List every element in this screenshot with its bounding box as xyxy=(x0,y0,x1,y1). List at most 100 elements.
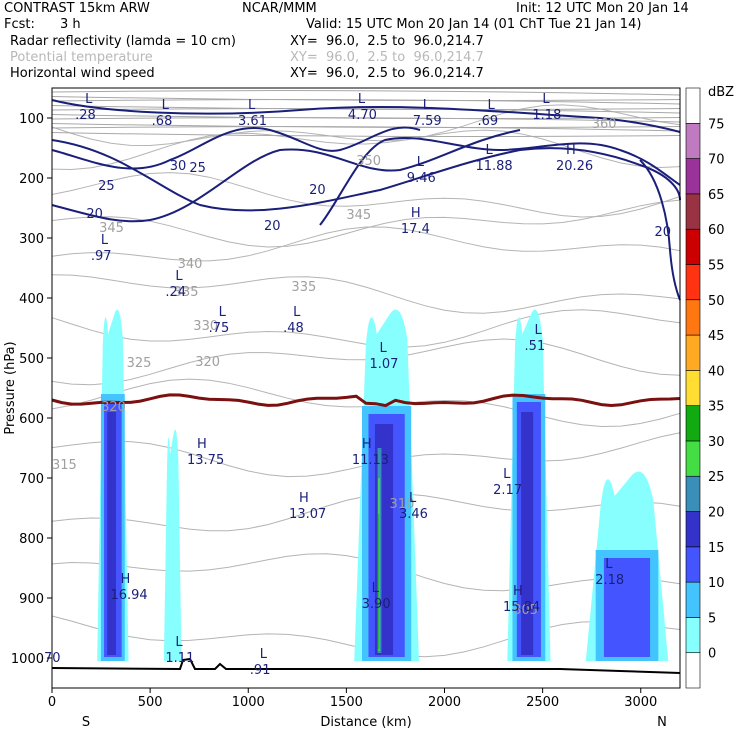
valid-time: Valid: 15 UTC Mon 20 Jan 14 (01 ChT Tue … xyxy=(306,17,642,32)
field-name-theta: Potential temperature xyxy=(10,50,153,65)
theta-contour-label: 335 xyxy=(174,285,199,300)
forecast-value: 3 h xyxy=(60,17,81,32)
colorbar-unit: dBZ xyxy=(708,85,734,100)
theta-line xyxy=(51,99,681,105)
extremum-marker: L xyxy=(162,98,170,113)
extremum-marker: L xyxy=(248,98,256,113)
terrain xyxy=(51,657,681,674)
chart-title: CONTRAST 15km ARW xyxy=(4,1,150,16)
x-end-label-north: N xyxy=(657,715,667,730)
extremum-value: .24 xyxy=(165,285,186,300)
extremum-value: .48 xyxy=(283,321,304,336)
theta-contour-label: 345 xyxy=(99,221,124,236)
extrema-labels: L.28L.68L3.61L4.70L7.59L.69L1.18L9.46L11… xyxy=(40,92,624,678)
wind-contour-label: 20 xyxy=(654,225,671,240)
x-tick-label: 1000 xyxy=(232,695,265,710)
colorbar-label: 35 xyxy=(708,400,725,415)
theta-line xyxy=(51,126,681,132)
theta-contour-label: 335 xyxy=(291,280,316,295)
wind-contour-label: 20 xyxy=(264,219,281,234)
field-xy-reflectivity: XY= 96.0, 2.5 to 96.0,214.7 xyxy=(290,34,484,49)
extremum-marker: L xyxy=(485,143,493,158)
colorbar: 0 5 10 15 20 25 30 35 40 45 50 55 60 65 70 75 dBZ xyxy=(685,85,734,689)
extremum-marker: L xyxy=(423,98,431,113)
colorbar-swatch xyxy=(685,228,701,265)
x-end-label-south: S xyxy=(82,715,90,730)
extremum-value: .51 xyxy=(525,339,546,354)
extremum-marker: L xyxy=(372,581,380,596)
y-axis-label: Pressure (hPa) xyxy=(3,341,18,434)
y-tick-label: 600 xyxy=(19,412,44,427)
y-tick-label: 400 xyxy=(19,292,44,307)
theta-line xyxy=(51,274,681,314)
colorbar-swatch xyxy=(685,511,701,548)
colorbar-swatch xyxy=(685,122,701,159)
extremum-value: 2.18 xyxy=(595,573,624,588)
axes: 0 500 1000 1500 2000 2500 3000 100 200 300 400 500 6… xyxy=(3,87,681,730)
colorbar-swatch xyxy=(685,581,701,618)
wind-contours xyxy=(51,99,681,301)
freezing-level xyxy=(51,393,681,408)
y-tick-label: 500 xyxy=(19,352,44,367)
theta-line xyxy=(51,117,681,123)
x-tick-label: 2000 xyxy=(428,695,461,710)
colorbar-label: 5 xyxy=(708,611,716,626)
colorbar-label: 10 xyxy=(708,576,725,591)
init-time: Init: 12 UTC Mon 20 Jan 14 xyxy=(516,1,689,16)
colorbar-swatch xyxy=(685,475,701,512)
theta-contour-label: 345 xyxy=(346,208,371,223)
y-tick-label: 700 xyxy=(19,472,44,487)
field-xy-theta: XY= 96.0, 2.5 to 96.0,214.7 xyxy=(290,50,484,65)
x-axis-label: Distance (km) xyxy=(320,715,411,730)
x-tick-label: 1500 xyxy=(330,695,363,710)
colorbar-label: 50 xyxy=(708,294,725,309)
y-tick-label: 900 xyxy=(19,592,44,607)
extremum-value: 15.84 xyxy=(503,600,540,615)
extremum-value: .68 xyxy=(152,114,173,129)
theta-line xyxy=(51,90,681,96)
extremum-marker: L xyxy=(101,233,109,248)
y-tick-label: 200 xyxy=(19,172,44,187)
plot-frame xyxy=(51,87,681,689)
theta-contour-label: 320 xyxy=(195,355,220,370)
freezing-line xyxy=(51,393,681,408)
reflectivity-area-20dbz xyxy=(107,412,116,655)
theta-line xyxy=(51,172,681,218)
extremum-marker: H xyxy=(362,437,372,452)
colorbar-swatch xyxy=(685,264,701,301)
extremum-marker: L xyxy=(175,269,183,284)
reflectivity-layer xyxy=(97,309,669,661)
theta-contour-label: 315 xyxy=(52,458,77,473)
colorbar-swatch xyxy=(685,617,701,654)
extremum-marker: L xyxy=(260,647,268,662)
colorbar-swatch xyxy=(685,405,701,442)
extremum-marker: H xyxy=(120,572,130,587)
colorbar-label: 55 xyxy=(708,258,725,273)
colorbar-swatch xyxy=(685,652,701,689)
theta-line xyxy=(51,309,681,348)
extremum-value: 11.88 xyxy=(475,159,512,174)
wind-contour xyxy=(319,136,681,226)
colorbar-label: 75 xyxy=(708,117,725,132)
extremum-marker: H xyxy=(566,143,576,158)
extremum-marker: H xyxy=(513,584,523,599)
extremum-value: 3.46 xyxy=(399,507,428,522)
extremum-value: 7.59 xyxy=(413,114,442,129)
colorbar-swatch xyxy=(685,193,701,230)
extremum-value: 11.13 xyxy=(352,453,389,468)
extremum-marker: L xyxy=(535,323,543,338)
extremum-value: 13.07 xyxy=(289,507,326,522)
colorbar-label: 0 xyxy=(708,647,716,662)
extremum-marker: L xyxy=(503,467,511,482)
colorbar-label: 45 xyxy=(708,329,725,344)
theta-line xyxy=(51,132,681,137)
theta-line xyxy=(51,226,681,262)
field-name-wind: Horizontal wind speed xyxy=(10,66,155,81)
extremum-value: .97 xyxy=(91,249,112,264)
extremum-value: .28 xyxy=(75,108,96,123)
extremum-marker: H xyxy=(411,206,421,221)
reflectivity-area-15dbz xyxy=(603,558,651,657)
extremum-marker: H xyxy=(299,491,309,506)
wind-contour xyxy=(51,99,681,133)
